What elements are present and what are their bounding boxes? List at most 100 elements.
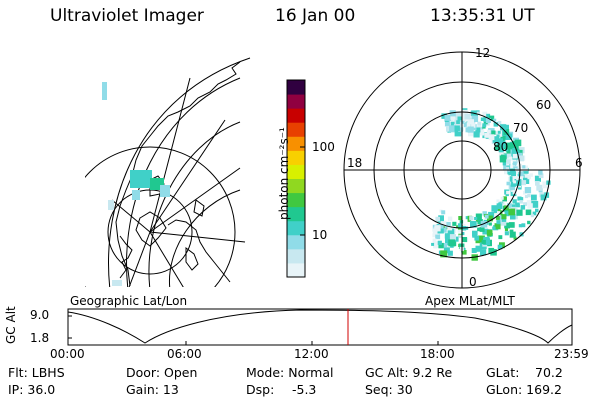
colorbar-cell [287, 262, 305, 278]
aurora-pixel [504, 169, 509, 175]
aurora-pixel [500, 196, 504, 200]
aurora-pixel [493, 209, 497, 213]
timeline-x-tick-label: 23:59 [554, 347, 589, 361]
aurora-pixel [487, 215, 493, 222]
aurora-pixel [471, 123, 476, 128]
aurora-pixel [480, 221, 488, 228]
aurora-pixel [457, 116, 462, 121]
aurora-pixel [441, 227, 447, 233]
colorbar-cell [287, 192, 305, 208]
aurora-pixel [493, 118, 497, 122]
aurora-pixel [435, 216, 440, 222]
aurora-pixel [540, 194, 547, 201]
aurora-pixel [525, 209, 532, 216]
geo-panel-label: Geographic Lat/Lon [70, 294, 188, 308]
timeline-x-tick-label: 00:00 [50, 347, 85, 361]
geo-lat-arc [126, 77, 241, 287]
aurora-pixel [506, 153, 512, 158]
time-label: 13:35:31 UT [430, 6, 535, 26]
aurora-pixel [522, 165, 526, 169]
aurora-pixel [491, 130, 496, 135]
colorbar [286, 79, 306, 278]
aurora-pixel [450, 121, 457, 128]
aurora-pixel [484, 214, 489, 219]
aurora-pixel [496, 134, 500, 138]
geo-meridian [149, 231, 184, 287]
aurora-pixel [486, 129, 491, 134]
aurora-pixel [468, 130, 475, 137]
geo-panel [85, 57, 251, 287]
aurora-pixel [506, 181, 511, 186]
aurora-pixel [444, 221, 451, 228]
aurora-pixel [440, 220, 447, 227]
aurora-pixel [514, 179, 522, 186]
aurora-pixel [506, 190, 510, 195]
aurora-pixel [516, 209, 523, 216]
timeline-x-tick-label: 18:00 [420, 347, 455, 361]
aurora-pixel [437, 219, 441, 224]
mlt-label-0: 0 [469, 275, 477, 289]
aurora-pixel [513, 236, 517, 240]
aurora-pixel [504, 231, 509, 236]
aurora-pixel [512, 153, 518, 159]
aurora-pixel [527, 220, 531, 225]
aurora-pixel [504, 227, 509, 231]
aurora-pixel [486, 113, 491, 118]
aurora-pixel [508, 156, 513, 161]
aurora-pixel [515, 202, 520, 208]
aurora-pixel [462, 250, 467, 255]
geo-meridian [149, 119, 226, 233]
status-glat-value: 70.2 [535, 365, 563, 380]
colorbar-cell [287, 164, 305, 179]
aurora-pixel [527, 193, 531, 198]
aurora-pixel [471, 115, 479, 122]
aurora-pixel [473, 131, 480, 138]
geo-aurora [102, 82, 170, 286]
aurora-pixel [475, 245, 482, 252]
aurora-pixel [469, 216, 474, 221]
aurora-pixel [507, 203, 512, 208]
aurora-pixel [527, 203, 533, 209]
aurora-pixel [524, 174, 530, 180]
colorbar-tick-label-100: 100 [312, 140, 335, 154]
geo-meridian [149, 167, 241, 233]
mlat-label-70: 70 [513, 121, 529, 135]
colorbar-cell [287, 220, 305, 236]
colorbar-cell [287, 94, 305, 109]
aurora-pixel [482, 123, 487, 128]
aurora-pixel [527, 175, 531, 180]
aurora-pixel [461, 120, 465, 124]
aurora-pixel [494, 223, 501, 230]
aurora-pixel [439, 209, 443, 213]
status-gc-alt: GC Alt: 9.2 Re [365, 365, 453, 380]
aurora-pixel [452, 221, 457, 226]
aurora-pixel [462, 118, 467, 123]
aurora-pixel [523, 190, 527, 195]
colorbar-unit-label: photon cm⁻²s⁻¹ [277, 127, 291, 220]
geo-coastline [167, 219, 231, 283]
aurora-pixel [520, 205, 526, 210]
aurora-pixel [459, 220, 464, 224]
geo-limb [108, 57, 251, 287]
aurora-pixel [524, 195, 528, 199]
aurora-pixel [495, 214, 502, 220]
aurora-patch [130, 170, 152, 188]
aurora-pixel [483, 238, 490, 245]
aurora-pixel [504, 124, 509, 130]
aurora-pixel [517, 196, 522, 201]
aurora-pixel [504, 211, 510, 217]
colorbar-cell [287, 150, 305, 165]
aurora-pixel [516, 177, 520, 181]
aurora-pixel [471, 248, 477, 253]
aurora-pixel [491, 205, 498, 212]
aurora-pixel [524, 187, 532, 194]
geo-coastline [185, 247, 199, 271]
aurora-pixel [448, 239, 456, 247]
aurora-pixel [457, 228, 462, 233]
colorbar-cell [287, 80, 305, 95]
aurora-pixel [449, 234, 456, 241]
timeline-y-bottom: 1.8 [30, 331, 50, 345]
aurora-pixel [513, 180, 517, 184]
aurora-pixel [477, 227, 481, 232]
